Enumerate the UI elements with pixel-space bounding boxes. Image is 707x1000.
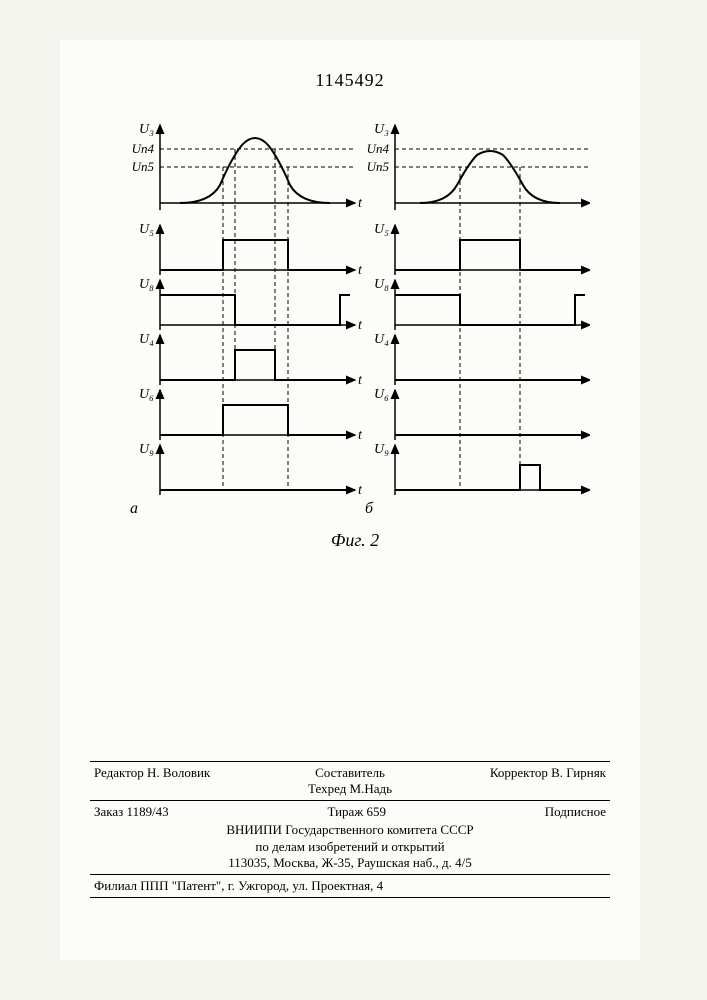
svg-text:Uп5: Uп5 [132,159,155,174]
editor: Редактор Н. Воловик [94,765,210,797]
svg-text:U₉: U₉ [139,442,154,457]
svg-text:t: t [358,483,363,498]
corrector: Корректор В. Гирняк [490,765,606,797]
order-number: Заказ 1189/43 [94,804,169,820]
svg-text:Uп4: Uп4 [367,141,390,156]
svg-text:U₃: U₃ [374,122,389,137]
org-line-2: по делам изобретений и открытий [255,839,444,854]
svg-text:U₄: U₄ [139,332,154,347]
svg-text:Uп4: Uп4 [132,141,155,156]
branch-line: Филиал ППП "Патент", г. Ужгород, ул. Про… [94,878,383,893]
svg-text:U₄: U₄ [374,332,389,347]
imprint-block: Редактор Н. Воловик Составитель Техред М… [90,759,610,900]
svg-text:U₃: U₃ [139,122,154,137]
order-row: Заказ 1189/43 Тираж 659 Подписное [90,803,610,821]
svg-text:U₉: U₉ [374,442,389,457]
org-line-1: ВНИИПИ Государственного комитета СССР [226,822,473,837]
svg-text:U₆: U₆ [374,387,389,402]
timing-diagram-svg: U₃ t Uп4 Uп5 U₅ t [120,120,590,520]
svg-text:U₈: U₈ [374,277,389,292]
panel-a-label: а [130,500,138,517]
figure-caption: Фиг. 2 [120,530,590,551]
svg-text:U₅: U₅ [139,222,154,237]
page: 1145492 U₃ t Uп4 Uп5 [60,40,640,960]
figure-2: U₃ t Uп4 Uп5 U₅ t [120,120,590,540]
compiler-label: Составитель [315,765,385,780]
svg-text:U₅: U₅ [374,222,389,237]
org-line-3: 113035, Москва, Ж-35, Раушская наб., д. … [228,855,471,870]
credits-row: Редактор Н. Воловик Составитель Техред М… [90,764,610,798]
svg-text:t: t [358,373,363,388]
svg-text:t: t [358,318,363,333]
techred: Техред М.Надь [308,781,392,796]
svg-text:Uп5: Uп5 [367,159,390,174]
subscription: Подписное [545,804,606,820]
svg-text:U₈: U₈ [139,277,154,292]
tirazh: Тираж 659 [327,804,386,820]
svg-text:t: t [358,428,363,443]
svg-text:t: t [358,263,363,278]
document-number: 1145492 [60,70,640,91]
panel-a: U₃ t Uп4 Uп5 U₅ t [130,122,363,517]
panel-b-label: б [365,500,374,517]
svg-text:U₆: U₆ [139,387,154,402]
panel-b: U₃ t Uп4 Uп5 U₅ t U₈ [365,122,590,517]
svg-text:t: t [358,196,363,211]
